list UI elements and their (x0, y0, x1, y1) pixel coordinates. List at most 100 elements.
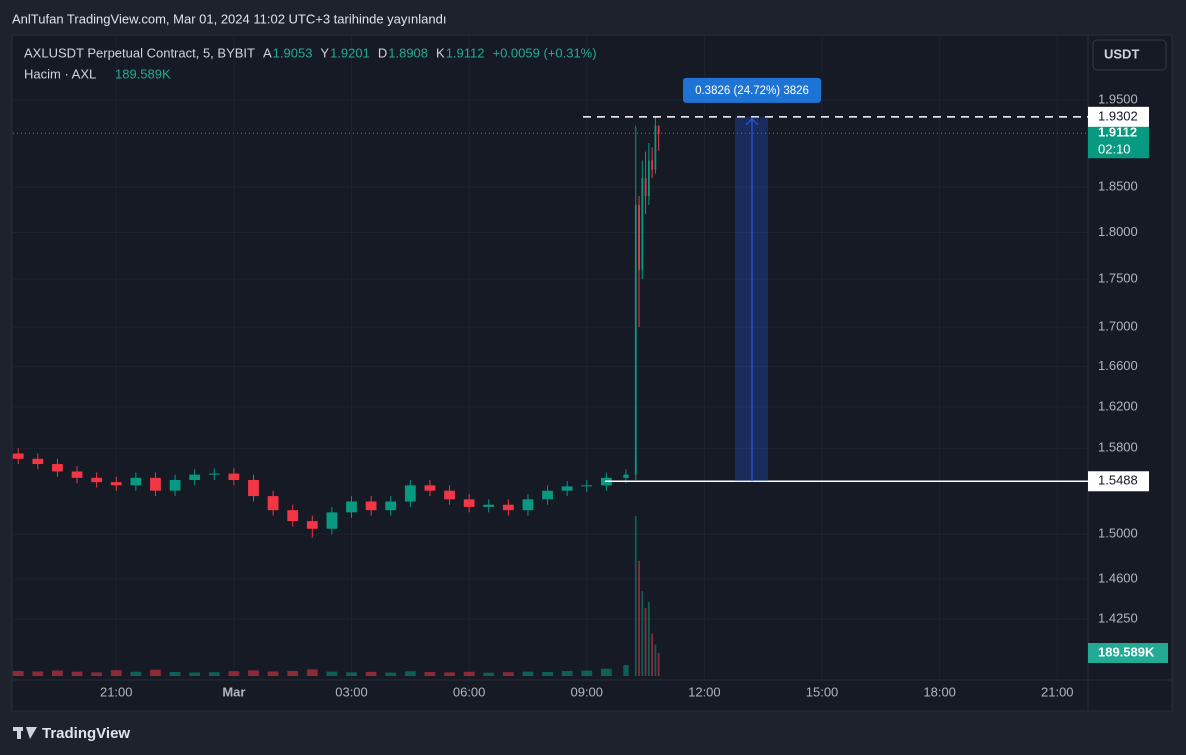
candle-body (641, 178, 644, 270)
y-tick-label: 1.7000 (1098, 319, 1138, 334)
volume-bar (91, 672, 103, 676)
candle-body (189, 474, 201, 480)
candle-body (287, 510, 299, 522)
volume-bar (644, 608, 647, 676)
x-tick-label: 09:00 (570, 684, 603, 699)
candle-body (654, 125, 657, 170)
candle-body (644, 178, 647, 197)
x-tick-label: 12:00 (688, 684, 721, 699)
candle-body (208, 473, 220, 475)
candle-body (150, 477, 161, 491)
measure-price-box (1088, 106, 1149, 127)
y-tick-label: 1.5000 (1098, 526, 1138, 541)
chart-panel (11, 34, 1173, 712)
ohlc-key: K (436, 45, 445, 60)
ohlc-key: D (378, 45, 387, 60)
candle-body (326, 512, 338, 529)
ohlc-value: 1.9112 (446, 45, 485, 60)
ohlc-key: Y (320, 45, 329, 60)
x-tick-label: 21:00 (100, 684, 133, 699)
measure-arrowhead (745, 118, 759, 126)
volume-bar (623, 665, 629, 676)
candle-body (404, 485, 416, 502)
candle-body (561, 486, 573, 491)
volume-bar (346, 672, 357, 676)
last-price-box (1088, 124, 1149, 159)
volume-bar (287, 670, 299, 676)
volume-bar (444, 672, 455, 676)
volume-bar (130, 671, 142, 676)
candle-body (651, 160, 654, 170)
y-tick-label: 1.8000 (1098, 224, 1138, 239)
candle-body (12, 453, 24, 459)
x-tick-label: Mar (222, 684, 245, 699)
volume-legend-value: 189.589K (115, 66, 171, 81)
volume-bar (150, 669, 161, 676)
candle-body (32, 458, 44, 465)
volume-bar (651, 633, 654, 676)
last-price-label: 1.9112 (1098, 125, 1137, 140)
volume-bar (32, 671, 44, 676)
volume-bar (228, 671, 240, 676)
y-tick-label: 1.6600 (1098, 358, 1138, 373)
candle-body (248, 479, 259, 497)
volume-bar (647, 602, 650, 676)
volume-bar (189, 672, 201, 676)
candle-body (169, 479, 181, 491)
candle-body (91, 477, 103, 483)
volume-bar (404, 671, 416, 676)
y-tick-label: 1.4600 (1098, 570, 1138, 585)
candle-body (634, 205, 637, 475)
change: +0.0059 (+0.31%) (492, 45, 596, 60)
volume-bar (326, 671, 338, 676)
candle-body (306, 521, 318, 529)
volume-bar (641, 591, 644, 676)
candle-body (638, 205, 640, 270)
volume-bar (634, 516, 637, 676)
candle-body (483, 504, 495, 507)
logo (13, 727, 37, 739)
volume-bar (306, 669, 318, 676)
volume-label: 189.589K (1098, 644, 1155, 659)
x-tick-label: 03:00 (335, 684, 368, 699)
candle-body (385, 501, 397, 511)
y-tick-label: 1.6200 (1098, 398, 1138, 413)
candle-body (444, 490, 455, 500)
candle-body (228, 473, 240, 480)
x-tick-label: 21:00 (1041, 684, 1074, 699)
candle-body (623, 474, 629, 478)
volume-legend-name: Hacim · AXL (24, 66, 96, 81)
chart-title: AnlTufan TradingView.com, Mar 01, 2024 1… (12, 11, 446, 26)
volume-bar (657, 653, 660, 676)
x-tick-label: 06:00 (453, 684, 486, 699)
candle-body (71, 471, 83, 478)
candle-body (502, 504, 514, 511)
currency-button[interactable] (1092, 39, 1167, 71)
candle-body (130, 477, 142, 486)
volume-bar (385, 672, 397, 676)
volume-bar (600, 668, 612, 676)
volume-bar (208, 672, 220, 676)
measure-label-box (683, 77, 821, 103)
measure-price-box (1088, 471, 1149, 492)
volume-bar (561, 671, 573, 676)
volume-bar (502, 672, 514, 676)
y-tick-label: 1.8500 (1098, 179, 1138, 194)
ohlc-legend: A 1.9053 Y 1.9201 D 1.8908 K 1.9112 +0.0059 (+0.… (263, 45, 597, 60)
y-tick-label: 1.9500 (1098, 91, 1138, 106)
volume-bar (638, 560, 640, 676)
currency[interactable]: USDT (1104, 46, 1139, 61)
volume-bar (365, 671, 377, 676)
candle-body (522, 499, 534, 511)
y-tick-label: 1.4250 (1098, 611, 1138, 626)
volume-label-box (1088, 643, 1168, 664)
volume-bar (12, 670, 24, 676)
measure-label: 0.3826 (24.72%) 3826 (695, 85, 809, 97)
candle-body (463, 499, 475, 507)
candle-body (647, 160, 650, 197)
candle-body (581, 485, 593, 487)
volume-bar (267, 671, 279, 676)
y-tick-label: 1.5800 (1098, 440, 1138, 455)
volume-bar (424, 672, 436, 676)
